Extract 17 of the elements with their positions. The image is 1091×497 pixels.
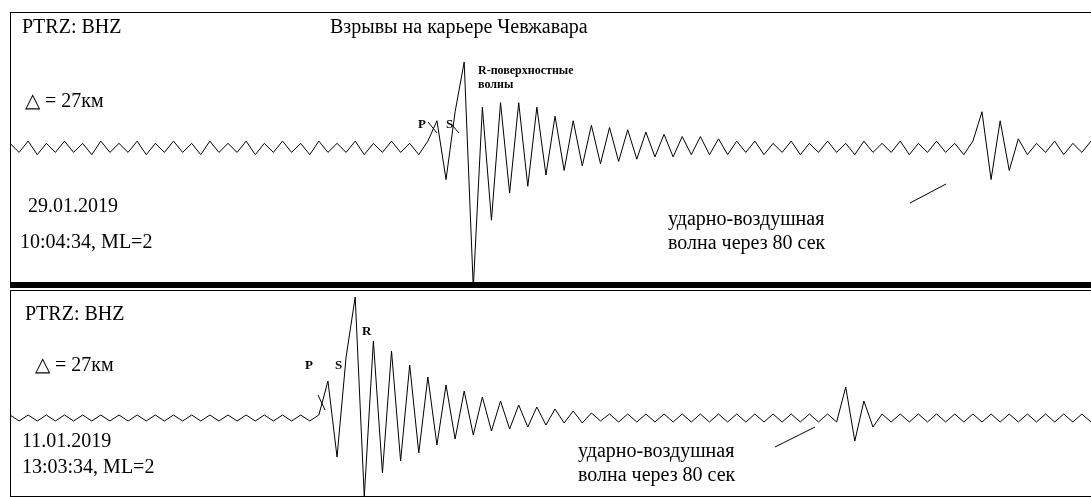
annotation: ударно-воздушная волна через 80 сек	[668, 206, 827, 254]
annotation: 29.01.2019	[28, 193, 118, 217]
annotation: P	[418, 116, 426, 132]
annotation: 13:03:34, ML=2	[22, 454, 155, 478]
text: PTRZ: BHZ	[22, 14, 122, 38]
annotation: PTRZ: BHZ	[25, 301, 125, 325]
annotation: ударно-воздушная волна через 80 сек	[578, 438, 737, 486]
annotation: R	[362, 323, 372, 339]
annotation: △ = 27км	[35, 352, 114, 376]
annotation: △ = 27км	[25, 88, 104, 112]
annotation: R-поверхностные волны	[478, 63, 575, 92]
annotation: 10:04:34, ML=2	[20, 229, 153, 253]
annotation: 11.01.2019	[22, 428, 112, 452]
annotation: S	[335, 357, 343, 373]
annotation: P	[305, 357, 313, 373]
chart-title: Взрывы на карьере Чевжавара	[330, 14, 588, 38]
annotation: S	[446, 116, 454, 132]
